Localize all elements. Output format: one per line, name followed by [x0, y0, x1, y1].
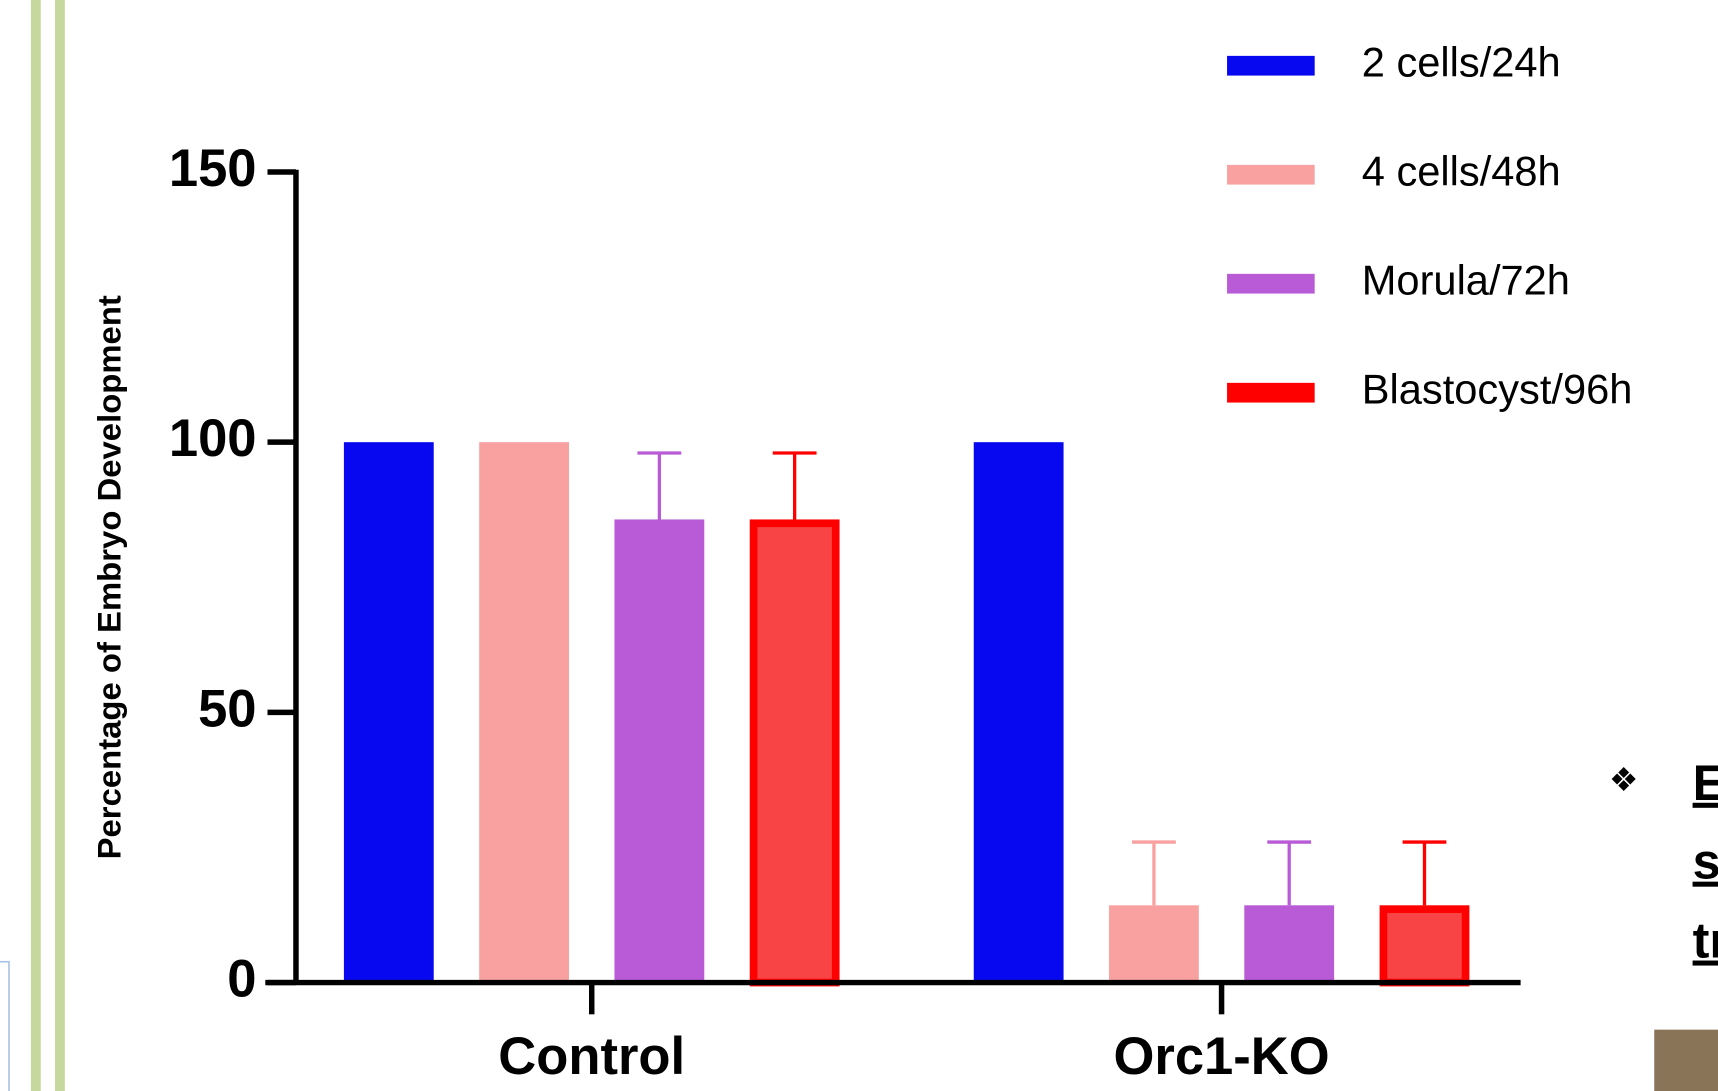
bar	[1109, 905, 1199, 982]
legend-label: 4 cells/48h	[1362, 148, 1561, 195]
legend-label: Blastocyst/96h	[1362, 366, 1633, 413]
y-axis-label: Percentage of Embryo Development	[91, 295, 128, 859]
y-tick-label: 100	[169, 409, 257, 468]
bar	[1383, 909, 1465, 982]
legend-swatch	[1227, 274, 1315, 294]
legend-label: 2 cells/24h	[1362, 39, 1561, 86]
legend-swatch	[1227, 56, 1315, 76]
note-line: tr	[1693, 912, 1718, 969]
note-line: s	[1693, 833, 1718, 890]
slide-image	[1654, 1030, 1718, 1091]
y-tick-label: 0	[227, 949, 256, 1008]
x-tick-label: Orc1-KO	[1113, 1027, 1329, 1086]
legend-swatch	[1227, 383, 1315, 403]
bar	[754, 523, 836, 982]
bullet: ❖	[1609, 761, 1638, 798]
bar	[974, 442, 1064, 982]
slide-border	[31, 0, 41, 1091]
page: ❖ E s tr Percentage of Embryo Developmen…	[0, 0, 1718, 1091]
bar	[479, 442, 569, 982]
bar	[614, 519, 704, 982]
x-tick-label: Control	[498, 1027, 685, 1086]
legend-label: Morula/72h	[1362, 257, 1570, 304]
bar	[1244, 905, 1334, 982]
y-tick-label: 150	[169, 139, 257, 198]
bar	[344, 442, 434, 982]
slide-box	[0, 962, 9, 1091]
legend-swatch	[1227, 165, 1315, 185]
slide-border	[55, 0, 65, 1091]
y-tick-label: 50	[198, 679, 256, 738]
slide: ❖ E s tr Percentage of Embryo Developmen…	[0, 0, 1718, 1091]
note-line: E	[1693, 754, 1718, 811]
